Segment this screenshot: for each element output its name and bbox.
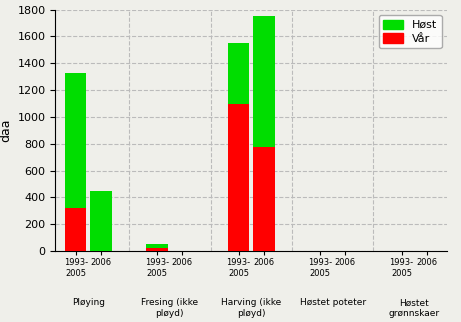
Y-axis label: daa: daa bbox=[0, 119, 12, 142]
Bar bbox=[147, 244, 168, 249]
Bar bbox=[147, 249, 168, 251]
Bar bbox=[65, 73, 86, 208]
Bar bbox=[65, 208, 86, 251]
Legend: Høst, Vår: Høst, Vår bbox=[378, 15, 442, 48]
Bar bbox=[90, 191, 112, 251]
Bar bbox=[253, 16, 274, 147]
Bar bbox=[253, 147, 274, 251]
Bar bbox=[228, 104, 249, 251]
Bar bbox=[228, 43, 249, 104]
